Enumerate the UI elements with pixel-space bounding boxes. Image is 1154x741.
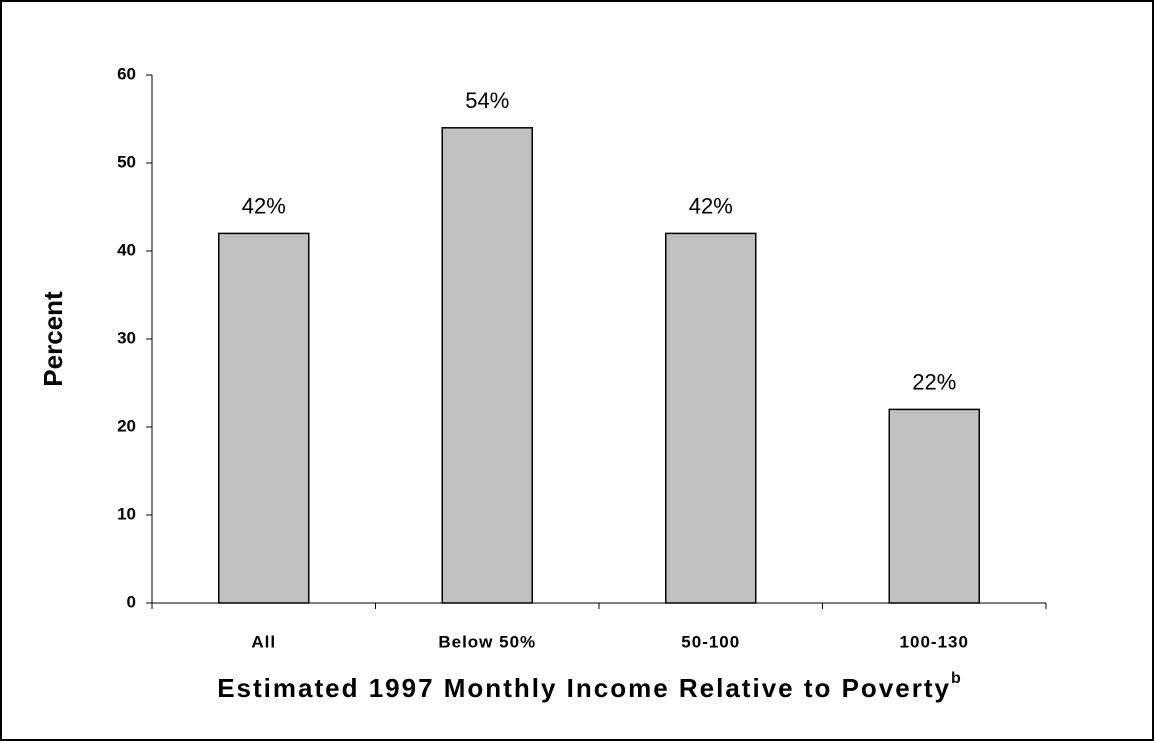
y-axis-title: Percent	[38, 291, 68, 387]
y-tick-label: 10	[117, 504, 136, 523]
y-tick-label: 50	[117, 152, 136, 171]
value-label: 22%	[912, 369, 956, 394]
bar	[888, 408, 980, 604]
x-axis-title: Estimated 1997 Monthly Income Relative t…	[217, 670, 963, 703]
value-label: 54%	[465, 88, 509, 113]
y-tick-label: 60	[117, 64, 136, 83]
x-axis-title-note: b	[951, 670, 963, 687]
value-label: 42%	[242, 193, 286, 218]
bar	[665, 232, 757, 604]
bar	[218, 232, 310, 604]
value-label: 42%	[689, 193, 733, 218]
x-tick-label: Below 50%	[438, 632, 536, 651]
x-tick-label: All	[251, 632, 276, 651]
y-tick-label: 0	[127, 592, 136, 611]
x-tick-label: 100-130	[900, 632, 969, 651]
y-tick-label: 20	[117, 416, 136, 435]
bar	[441, 127, 533, 604]
y-tick-label: 30	[117, 328, 136, 347]
x-axis-title-main: Estimated 1997 Monthly Income Relative t…	[217, 673, 951, 703]
x-tick-label: 50-100	[681, 632, 740, 651]
y-tick-label: 40	[117, 240, 136, 259]
